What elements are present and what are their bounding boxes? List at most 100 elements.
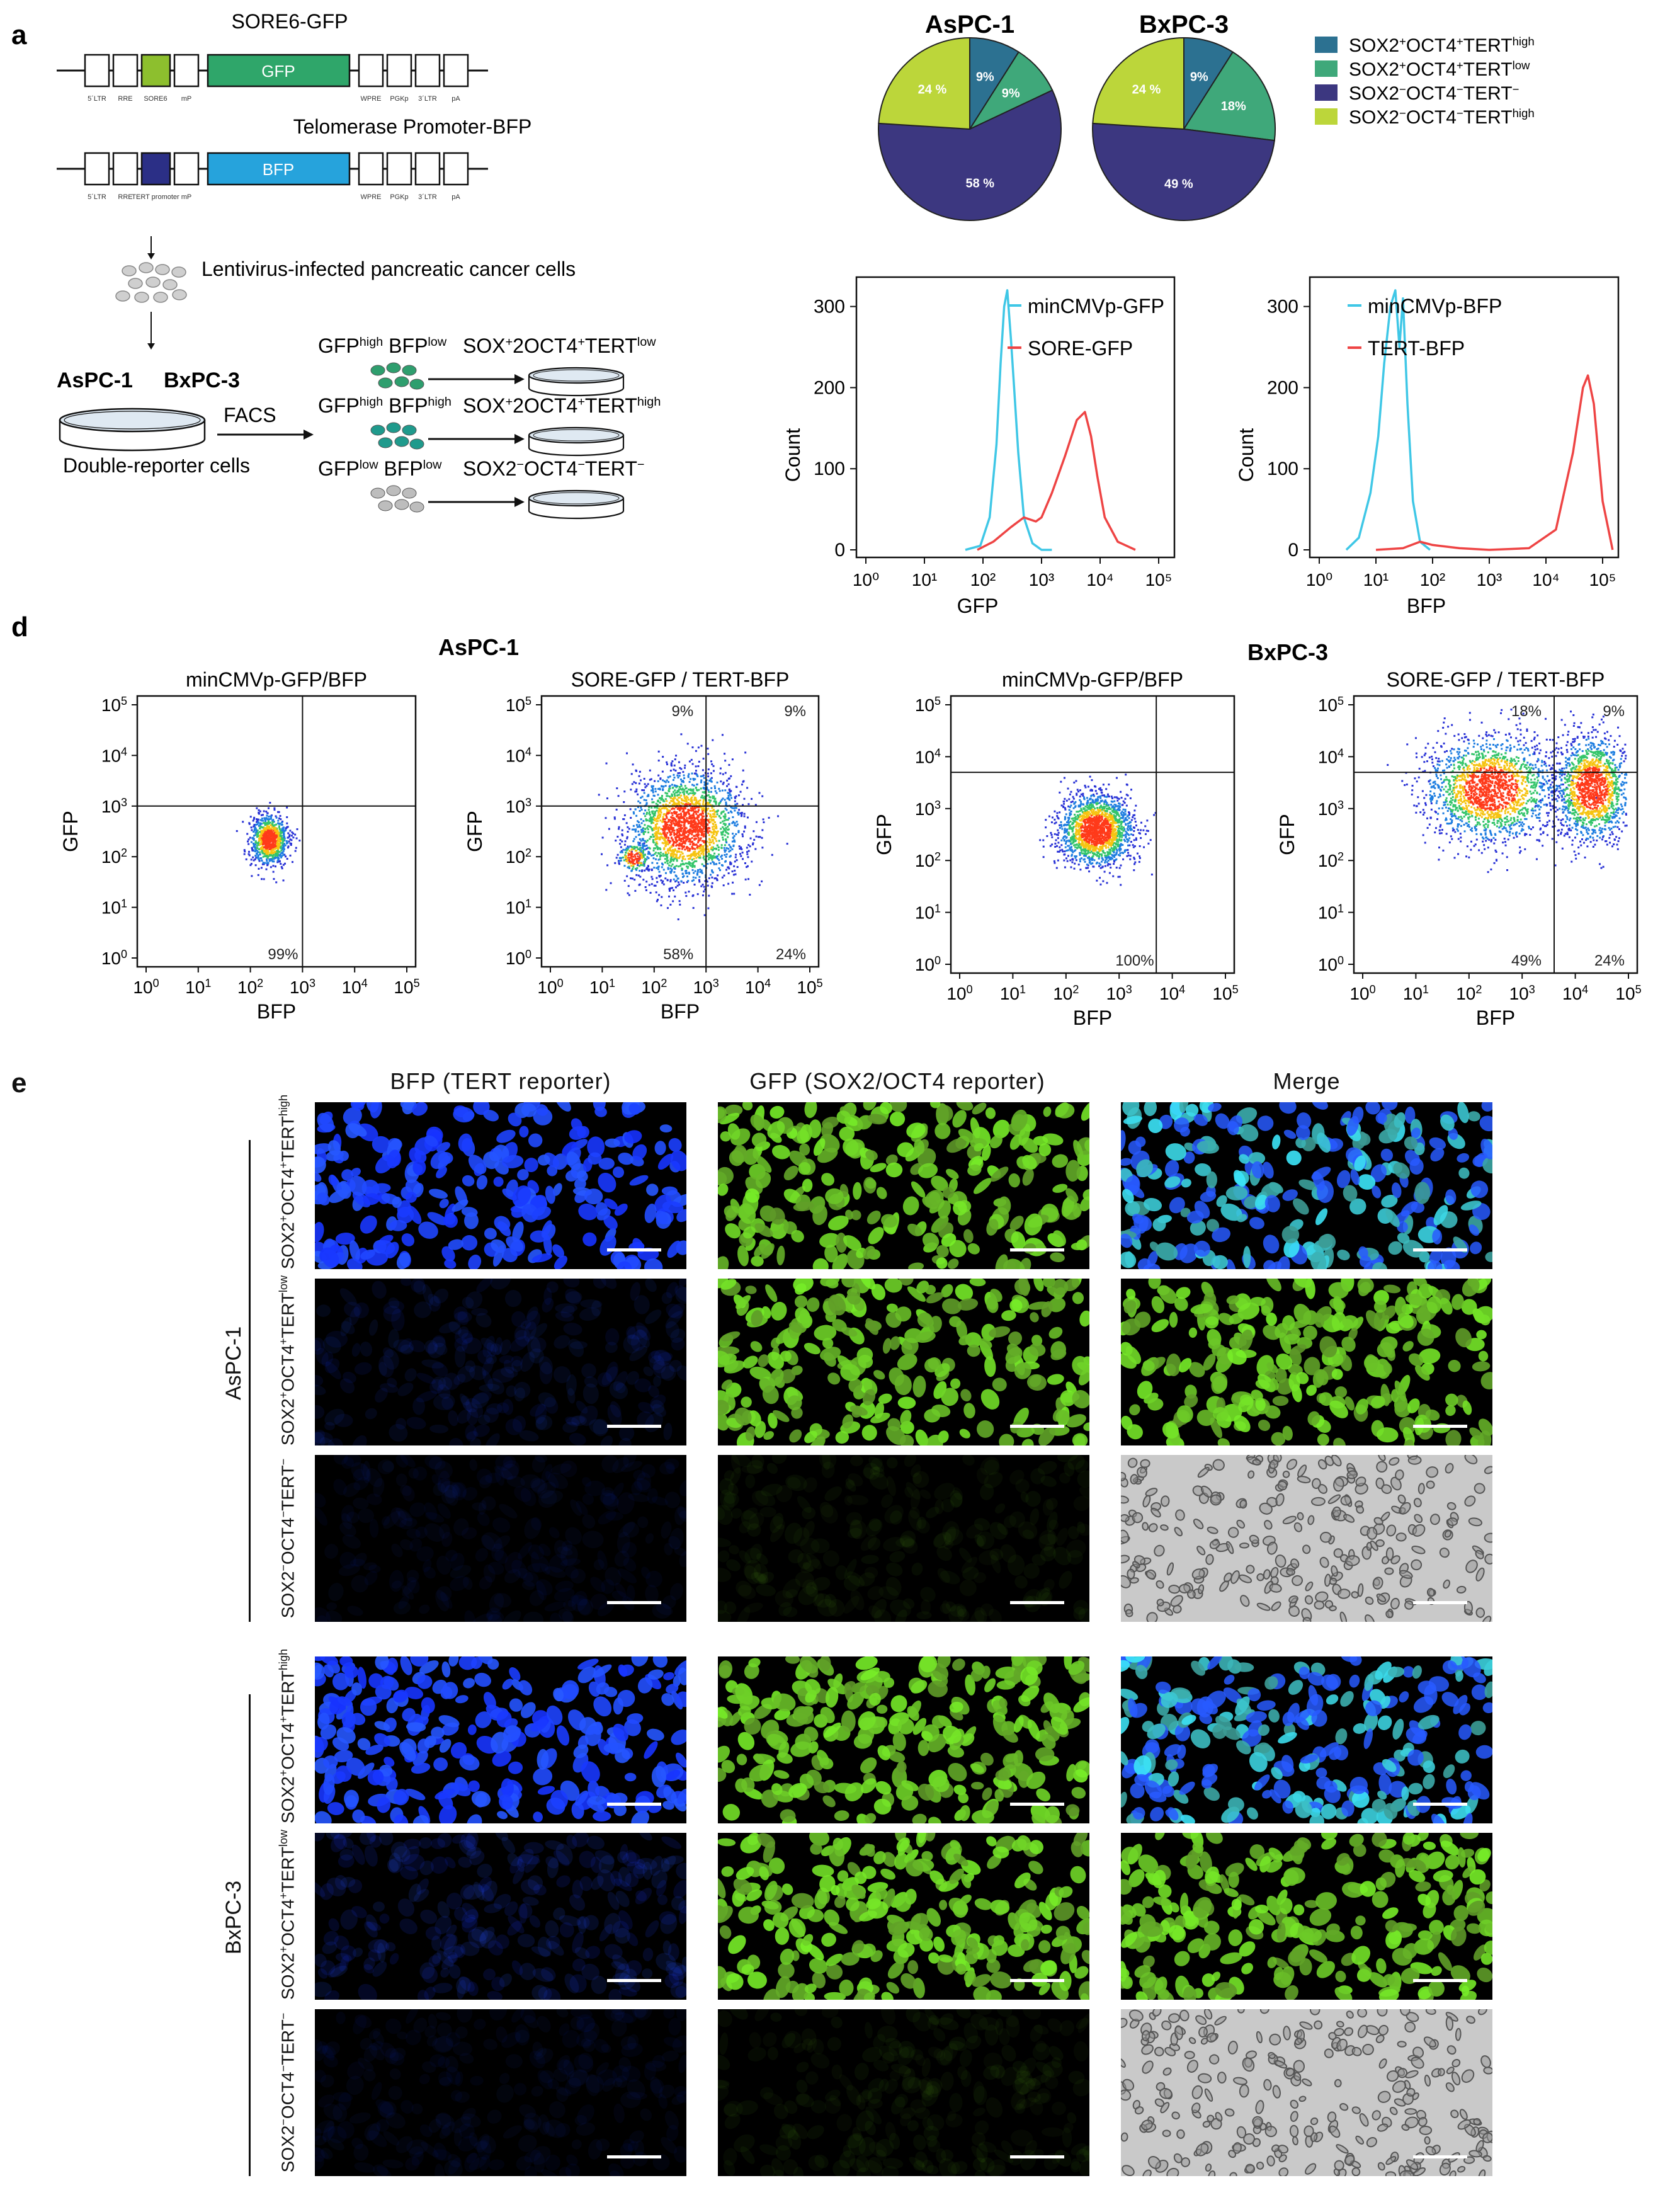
scatter-point bbox=[1090, 833, 1093, 835]
scatter-point bbox=[1153, 814, 1156, 816]
scatter-point bbox=[687, 775, 690, 777]
scatter-point bbox=[1079, 860, 1081, 863]
scatter-point bbox=[636, 846, 639, 848]
scatter-point bbox=[1072, 817, 1074, 819]
scatter-point bbox=[652, 801, 655, 804]
scatter-point bbox=[1106, 802, 1108, 804]
scatter-point bbox=[674, 769, 677, 772]
scatter-point bbox=[1099, 849, 1102, 852]
scatter-point bbox=[279, 836, 281, 839]
scatter-point bbox=[1110, 847, 1113, 849]
scatter-point bbox=[1108, 829, 1110, 831]
scatter-point bbox=[631, 858, 633, 860]
scatter-point bbox=[640, 870, 643, 872]
scatter-point bbox=[707, 753, 710, 755]
scatter-point bbox=[663, 800, 666, 802]
scatter-point bbox=[657, 868, 659, 870]
scatter-point bbox=[1105, 799, 1107, 802]
x-tick-label: 102 bbox=[641, 977, 667, 997]
scatter-point bbox=[699, 838, 702, 840]
scatter-point bbox=[1134, 861, 1137, 864]
scatter-point bbox=[727, 866, 730, 869]
scatter-point bbox=[1127, 833, 1129, 835]
y-tick-label: 100 bbox=[814, 459, 845, 479]
scatter-point bbox=[678, 785, 681, 788]
scatter-point bbox=[639, 838, 641, 840]
scatter-point bbox=[264, 835, 267, 837]
scatter-point bbox=[282, 844, 285, 847]
scatter-point bbox=[640, 853, 643, 855]
scatter-point bbox=[687, 847, 690, 849]
scatter-point bbox=[1147, 830, 1149, 832]
scatter-point bbox=[1050, 831, 1052, 834]
scatter-point bbox=[645, 802, 648, 804]
scatter-point bbox=[679, 816, 682, 818]
scatter-point bbox=[1098, 862, 1101, 865]
scatter-point bbox=[698, 813, 701, 816]
scatter-point bbox=[1080, 857, 1082, 860]
scatter-point bbox=[746, 853, 749, 855]
scatter-point bbox=[622, 834, 624, 836]
scatter-point bbox=[1127, 854, 1130, 857]
scatter-point bbox=[684, 828, 686, 830]
scatter-point bbox=[1058, 850, 1060, 853]
scatter-point bbox=[280, 832, 282, 835]
scatter-point bbox=[682, 838, 684, 841]
scatter-point bbox=[627, 830, 629, 833]
scatter-point bbox=[739, 853, 742, 855]
scatter-point bbox=[712, 812, 715, 815]
scatter-point bbox=[643, 812, 645, 815]
scatter-point bbox=[746, 787, 749, 789]
scatter-point bbox=[706, 788, 708, 790]
scatter-point bbox=[715, 801, 717, 803]
scatter-point bbox=[710, 841, 713, 843]
scatter-point bbox=[649, 769, 651, 772]
scatter-point bbox=[1098, 821, 1100, 824]
scatter-point bbox=[647, 831, 650, 834]
scatter-point bbox=[1107, 795, 1110, 797]
scatter-point bbox=[684, 785, 686, 787]
quadrant-label-lower-right: 99% bbox=[268, 946, 298, 963]
scatter-point bbox=[675, 820, 678, 823]
scatter-point bbox=[1090, 809, 1093, 812]
scatter-point bbox=[1057, 834, 1059, 836]
legend-entry: SOX2+OCT4+TERTlow bbox=[1349, 59, 1530, 81]
scatter-point bbox=[680, 785, 683, 787]
scatter-point bbox=[1133, 858, 1136, 860]
scatter-point bbox=[668, 830, 671, 832]
scatter-point bbox=[686, 821, 689, 823]
scatter-point bbox=[644, 783, 646, 785]
scatter-point bbox=[643, 789, 645, 792]
scatter-point bbox=[269, 834, 271, 836]
scatter-point bbox=[729, 855, 731, 858]
scatter-point bbox=[655, 802, 657, 805]
scatter-point bbox=[1125, 836, 1127, 839]
scatter-point bbox=[715, 803, 717, 806]
scatter-point bbox=[1077, 823, 1080, 826]
scatter-point bbox=[691, 821, 694, 823]
scatter-point bbox=[620, 859, 622, 862]
scatter-point bbox=[740, 846, 742, 848]
scatter-point bbox=[278, 835, 280, 838]
scatter-point bbox=[1130, 828, 1132, 830]
scatter-point bbox=[1082, 814, 1085, 817]
scatter-point bbox=[1091, 779, 1093, 782]
scatter-point bbox=[1060, 821, 1062, 823]
scatter-point bbox=[669, 821, 672, 824]
scatter-point bbox=[618, 862, 620, 864]
scatter-point bbox=[670, 856, 673, 858]
scatter-point bbox=[681, 837, 684, 840]
scatter-point bbox=[254, 834, 257, 836]
scatter-point bbox=[673, 852, 675, 854]
scatter-point bbox=[737, 830, 740, 833]
scatter-point bbox=[286, 806, 288, 809]
scatter-point bbox=[711, 858, 713, 861]
scatter-point bbox=[620, 850, 623, 852]
scatter-point bbox=[653, 847, 656, 850]
scatter-point bbox=[698, 847, 701, 849]
scatter-point bbox=[1147, 842, 1150, 845]
scatter-point bbox=[655, 828, 657, 830]
scatter-point bbox=[713, 833, 715, 835]
scatter-point bbox=[252, 856, 254, 858]
scatter-point bbox=[1111, 843, 1114, 846]
